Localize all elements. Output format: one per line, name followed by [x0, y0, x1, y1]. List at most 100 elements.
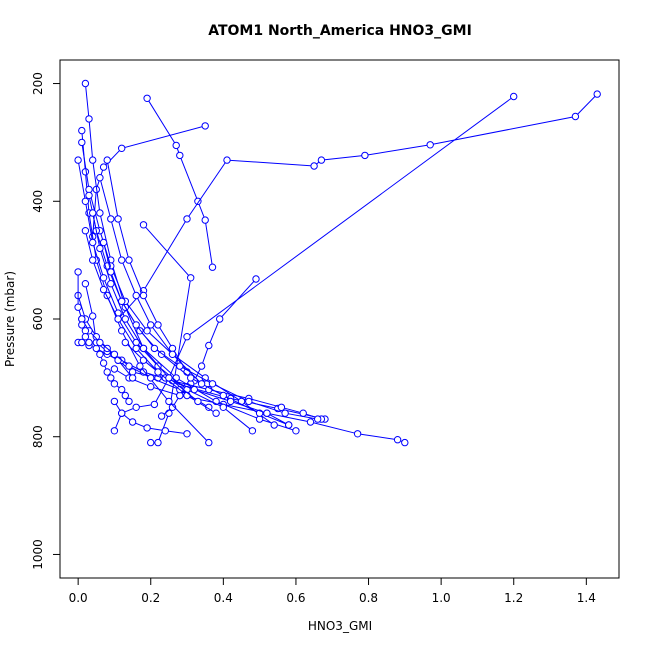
x-tick-label: 0.6: [286, 591, 305, 605]
data-point: [401, 438, 409, 447]
data-point: [165, 397, 173, 406]
x-tick-label: 1.2: [504, 591, 523, 605]
data-point: [110, 380, 119, 388]
data-point: [299, 409, 307, 417]
data-point: [136, 362, 144, 370]
data-point: [426, 141, 434, 149]
y-axis: 200 400 600 800 1000: [31, 72, 60, 570]
data-point: [96, 209, 104, 217]
data-point: [96, 338, 104, 347]
data-point: [168, 350, 177, 358]
series-profile: [81, 227, 220, 417]
y-tick-label: 1000: [31, 539, 45, 570]
data-point: [118, 409, 126, 417]
data-point: [121, 391, 130, 400]
data-point: [78, 138, 86, 147]
x-tick-label: 0.4: [214, 591, 233, 605]
data-point: [103, 156, 111, 164]
y-tick-label: 400: [31, 190, 45, 213]
data-point: [132, 321, 140, 329]
data-point: [139, 221, 148, 229]
plot-area: [74, 79, 601, 447]
data-point: [150, 344, 159, 353]
data-point: [157, 412, 166, 420]
data-point: [121, 315, 130, 323]
series-line: [146, 98, 213, 268]
data-point: [281, 409, 289, 417]
data-point: [147, 374, 155, 382]
data-point: [85, 115, 93, 123]
series-profile: [114, 90, 601, 323]
data-point: [92, 333, 101, 341]
data-point: [165, 374, 173, 382]
data-point: [292, 427, 300, 435]
data-point: [154, 321, 162, 329]
series-profile: [110, 397, 191, 438]
data-point: [147, 321, 155, 329]
data-point: [205, 341, 213, 350]
data-point: [197, 380, 206, 388]
data-point: [143, 94, 151, 103]
data-point: [107, 280, 115, 288]
x-tick-label: 0.0: [69, 591, 88, 605]
data-point: [285, 421, 293, 429]
data-point: [183, 430, 191, 438]
data-point: [208, 380, 217, 388]
data-point: [78, 321, 86, 329]
x-tick-label: 1.0: [432, 591, 451, 605]
series-profile: [96, 174, 206, 388]
data-point: [78, 338, 86, 347]
data-point: [314, 415, 322, 423]
series-line: [117, 93, 598, 320]
data-point: [183, 215, 191, 223]
data-point: [212, 409, 220, 417]
data-point: [81, 197, 90, 206]
data-point: [110, 397, 119, 406]
data-point: [317, 156, 326, 164]
data-point: [208, 263, 217, 271]
series-line: [114, 368, 405, 444]
series-profile: [139, 221, 195, 447]
series-profile: [89, 209, 202, 406]
data-point: [219, 403, 228, 411]
data-point: [74, 303, 82, 311]
series-line: [84, 230, 217, 414]
data-point: [132, 344, 140, 353]
data-point: [125, 397, 133, 406]
data-point: [194, 397, 202, 406]
data-point: [216, 315, 224, 323]
data-point: [205, 438, 213, 447]
data-point: [393, 436, 402, 444]
data-point: [118, 144, 126, 153]
data-point: [201, 122, 209, 130]
data-point: [154, 368, 162, 376]
data-point: [245, 397, 253, 406]
data-point: [81, 227, 90, 235]
data-point: [118, 256, 126, 264]
data-point: [81, 168, 90, 176]
series-profile: [74, 268, 93, 347]
data-point: [99, 359, 108, 367]
data-point: [107, 374, 115, 382]
data-point: [197, 362, 206, 370]
data-point: [81, 280, 90, 288]
data-point: [81, 79, 90, 88]
data-point: [85, 191, 93, 200]
data-point: [187, 274, 195, 282]
data-point: [139, 344, 148, 353]
data-point: [114, 315, 122, 323]
data-point: [96, 244, 104, 253]
data-point: [89, 209, 97, 217]
data-point: [110, 350, 119, 358]
data-point: [99, 274, 108, 282]
series-line: [77, 160, 253, 432]
data-point: [89, 238, 97, 247]
data-point: [571, 112, 580, 121]
data-point: [176, 151, 184, 160]
data-point: [143, 327, 151, 335]
data-point: [128, 374, 137, 382]
data-point: [187, 374, 195, 382]
data-point: [219, 391, 228, 400]
